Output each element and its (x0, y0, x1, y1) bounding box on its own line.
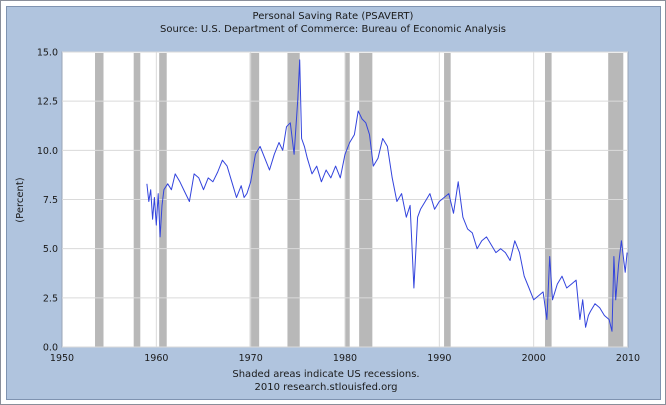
y-tick-labels: 0.0 2.5 5.0 7.5 10.0 12.5 15.0 (37, 48, 58, 354)
x-tick-label: 1980 (333, 353, 357, 364)
y-tick-label: 10.0 (37, 146, 58, 157)
x-tick-labels: 1950 1960 1970 1980 1990 2000 2010 (50, 353, 640, 364)
y-tick-label: 15.0 (37, 48, 58, 59)
y-tick-label: 7.5 (43, 195, 58, 206)
series-layer (146, 59, 628, 332)
grid-lines (62, 51, 628, 348)
y-tick-label: 2.5 (43, 293, 58, 304)
x-tick-label: 1970 (239, 353, 263, 364)
x-tick-label: 2010 (616, 353, 640, 364)
series-line-psavert (146, 59, 628, 332)
footer-recession-note: Shaded areas indicate US recessions. (232, 369, 419, 380)
y-tick-label: 0.0 (43, 343, 58, 354)
x-tick-label: 1960 (144, 353, 168, 364)
chart-title: Personal Saving Rate (PSAVERT) (253, 11, 414, 22)
y-tick-label: 12.5 (37, 97, 58, 108)
footer-source: 2010 research.stlouisfed.org (254, 382, 397, 393)
chart-subtitle: Source: U.S. Department of Commerce: Bur… (160, 24, 506, 35)
x-tick-label: 1990 (427, 353, 451, 364)
x-tick-label: 2000 (522, 353, 546, 364)
y-axis-label: (Percent) (15, 177, 26, 223)
y-tick-label: 5.0 (43, 244, 58, 255)
x-tick-label: 1950 (50, 353, 74, 364)
